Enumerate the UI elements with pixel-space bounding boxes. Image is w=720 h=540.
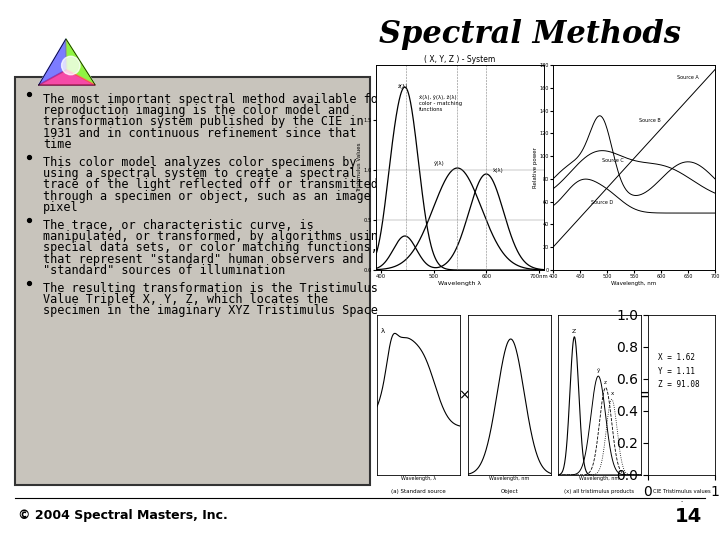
Text: x: x <box>544 390 549 400</box>
Text: z: z <box>604 380 607 385</box>
Text: =: = <box>638 386 652 404</box>
X-axis label: Wavelength, nm: Wavelength, nm <box>580 476 620 481</box>
Text: "standard" sources of illumination: "standard" sources of illumination <box>43 264 285 277</box>
Text: Source B: Source B <box>639 118 661 123</box>
Text: -: - <box>680 499 683 504</box>
Text: x x: x x <box>451 392 462 398</box>
Text: © 2004 Spectral Masters, Inc.: © 2004 Spectral Masters, Inc. <box>18 510 228 523</box>
Text: special data sets, or color matching functions,: special data sets, or color matching fun… <box>43 241 378 254</box>
X-axis label: Wavelength, nm: Wavelength, nm <box>490 476 530 481</box>
Text: time: time <box>43 138 71 151</box>
X-axis label: Wavelength, nm: Wavelength, nm <box>611 281 657 286</box>
Text: x: x <box>611 392 614 396</box>
Text: The trace, or characteristic curve, is: The trace, or characteristic curve, is <box>43 219 314 232</box>
Polygon shape <box>39 70 95 85</box>
Text: that represent "standard" human observers and: that represent "standard" human observer… <box>43 253 364 266</box>
Text: 14: 14 <box>675 507 702 525</box>
Text: Spectral Methods: Spectral Methods <box>379 19 681 51</box>
Text: (a) Standard source: (a) Standard source <box>391 489 446 494</box>
Text: Value Triplet X, Y, Z, which locates the: Value Triplet X, Y, Z, which locates the <box>43 293 328 306</box>
Text: transformation system published by the CIE in: transformation system published by the C… <box>43 116 364 129</box>
Text: Source D: Source D <box>591 200 613 205</box>
Y-axis label: Tristimulus Values: Tristimulus Values <box>357 143 362 192</box>
Polygon shape <box>39 39 95 85</box>
Text: ×: × <box>458 388 470 402</box>
Text: using a spectral system to create a spectral: using a spectral system to create a spec… <box>43 167 356 180</box>
Text: Source C: Source C <box>602 158 624 163</box>
Polygon shape <box>39 39 67 85</box>
Text: specimen in the imaginary XYZ Tristimulus Space: specimen in the imaginary XYZ Tristimulu… <box>43 305 378 318</box>
FancyBboxPatch shape <box>15 77 370 485</box>
X-axis label: Wavelength λ: Wavelength λ <box>438 281 482 286</box>
Text: x̄(λ), ȳ(λ), z̄(λ)
color - matching
functions: x̄(λ), ȳ(λ), z̄(λ) color - matching func… <box>419 95 462 112</box>
Text: pixel: pixel <box>43 201 78 214</box>
X-axis label: Wavelength, λ: Wavelength, λ <box>401 476 436 481</box>
Text: Z: Z <box>572 329 577 334</box>
Text: The resulting transformation is the Tristimulus: The resulting transformation is the Tris… <box>43 282 378 295</box>
Text: X = 1.62
Y = 1.11
Z = 91.08: X = 1.62 Y = 1.11 Z = 91.08 <box>658 353 700 389</box>
Text: λ: λ <box>381 328 385 334</box>
Text: manipulated, or transformed, by algorithms using: manipulated, or transformed, by algorith… <box>43 230 385 243</box>
Polygon shape <box>39 70 95 85</box>
Polygon shape <box>66 39 95 85</box>
Title: ( X, Y, Z ) - System: ( X, Y, Z ) - System <box>424 55 495 64</box>
Text: trace of the light reflected off or transmitted: trace of the light reflected off or tran… <box>43 178 378 191</box>
Y-axis label: Relative power: Relative power <box>533 147 538 188</box>
Text: ȳ: ȳ <box>597 368 600 373</box>
Text: (x) all tristimulus products: (x) all tristimulus products <box>564 489 634 494</box>
Text: This color model analyzes color specimens by: This color model analyzes color specimen… <box>43 156 356 169</box>
Text: CIE Tristimulus values: CIE Tristimulus values <box>652 489 711 494</box>
Text: z̄(λ): z̄(λ) <box>398 84 408 89</box>
Text: The most important spectral method available for: The most important spectral method avail… <box>43 93 385 106</box>
Text: ȳ(λ): ȳ(λ) <box>433 161 444 166</box>
Text: Object: Object <box>500 489 518 494</box>
Text: through a specimen or object, such as an image: through a specimen or object, such as an… <box>43 190 371 202</box>
Text: x̄(λ): x̄(λ) <box>493 168 504 173</box>
Text: Source A: Source A <box>677 75 699 80</box>
Circle shape <box>62 56 80 75</box>
Polygon shape <box>66 39 95 85</box>
Text: reproduction imaging is the color model and: reproduction imaging is the color model … <box>43 104 349 117</box>
Text: 1931 and in continuous refinement since that: 1931 and in continuous refinement since … <box>43 126 356 140</box>
